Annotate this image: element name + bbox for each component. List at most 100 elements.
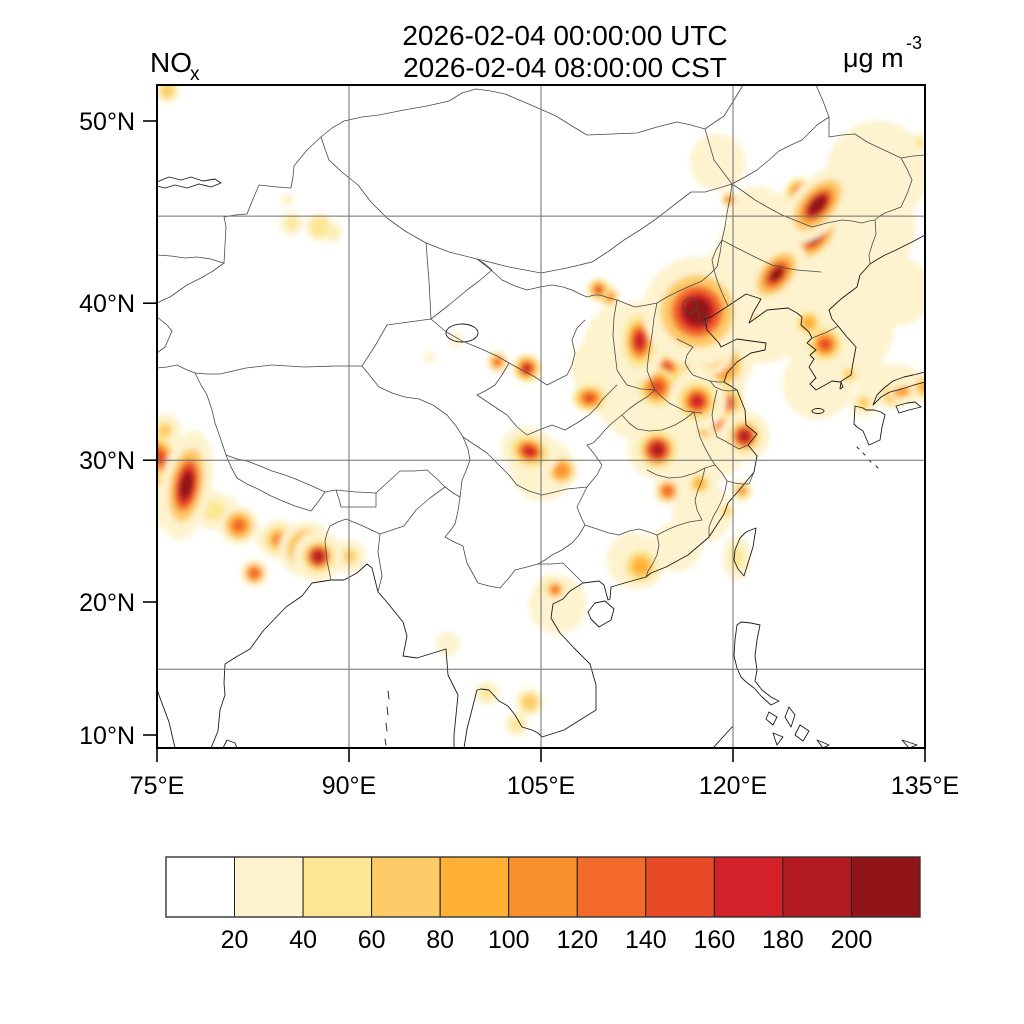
ryukyu-islands [856,446,879,469]
jeju-island [811,408,825,414]
border-tianjin [697,312,708,326]
coast-india-west [157,688,176,748]
colorbar-tick-label-20: 20 [221,926,249,954]
heat-blob-taiyuan [633,331,646,351]
heat-blob-chengdu [522,445,537,458]
heat-blob-osaka-edge [918,382,925,393]
colorbar-outline [165,856,921,918]
border-mongolia-north [320,88,733,185]
y-tick-label-20n: 20°N [79,589,135,617]
heat-blob-kolkata [312,550,325,563]
coast-shikoku [895,401,922,414]
species-label: NO [150,47,192,78]
heat-blob-changsha [662,486,673,496]
concentration-heat-layer [157,85,925,737]
border-pamir [157,316,173,354]
heat-blob-haze-lingnan [651,521,702,572]
border-hunan-guangdong [656,519,703,536]
coast-sri-lanka [222,739,238,748]
border-shandong-jiangsu [709,380,738,392]
coast-philippine-islands [765,706,918,748]
heat-blob-shanghai [738,430,751,443]
border-xinjiang-tibet [194,364,363,375]
border-guizhou-hunan [584,524,620,536]
y-tick-label-10n: 10°N [79,722,135,750]
border-korea-dmz [811,325,839,339]
title-cst: 2026-02-04 08:00:00 CST [403,52,727,83]
colorbar-tick-label-140: 140 [625,926,667,954]
border-jilin-liaoning [721,239,822,273]
border-sichuan-south [516,484,588,496]
colorbar-segment-10 [851,856,921,918]
border-xinjiang-east [361,242,432,367]
border-tibet-sichuan [459,436,471,498]
heat-blob-baotou [594,285,603,294]
border-guangxi-north [618,528,658,536]
border-liaoning-west [711,239,729,307]
heat-blob-xuzhou [690,394,705,409]
gridline-layer [157,85,925,748]
colorbar-segment-5 [508,856,578,918]
map-content [157,85,925,748]
colorbar-segment-3 [371,856,441,918]
colorbar-tick-label-120: 120 [556,926,598,954]
title-utc: 2026-02-04 00:00:00 UTC [402,20,727,51]
heat-blob-tieling [769,266,784,283]
heat-blob-haze-urumqi-band [285,217,298,230]
coast-palawan [712,725,734,748]
y-tick-label-30n: 30°N [79,447,135,475]
coast-bengal-india [210,563,459,748]
heat-blob-kanpur [231,518,246,533]
border-amur [815,85,925,159]
map-frame [156,84,926,749]
heat-blob-urumqi [312,219,327,234]
latitude-axis: 50°N 40°N 30°N 20°N 10°N [79,108,157,750]
heat-blob-haze-tonle-sap [510,718,523,731]
heat-blob-harbin [808,196,827,215]
map-panel: 50°N 40°N 30°N 20°N 10°N 75°E 90°E 105°E 120°E 1… [79,84,959,800]
heat-blob-delhi [180,472,193,499]
border-gansu-north [430,258,493,320]
border-guangxi-guangdong [645,534,660,578]
border-india-myanmar [379,486,446,535]
colorbar-segment-4 [439,856,510,918]
border-ussuri [868,157,913,265]
border-kashmir [157,364,196,374]
border-anhui-hubei [693,411,716,466]
figure-header: NO x 2026-02-04 00:00:00 UTC 2026-02-04 … [150,20,922,85]
heat-blob-wenzhou [738,487,746,495]
border-bhutan [335,489,377,508]
heat-blob-guangzhou [632,558,649,575]
coast-hainan [587,600,615,628]
heat-blob-haze-top-right [914,137,925,148]
heat-blob-haze-bangkok [481,687,494,700]
colorbar-segment-7 [645,856,715,918]
border-zhejiang-fujian [726,471,755,485]
colorbar-tick-label-200: 200 [831,926,873,954]
border-great-wall [476,239,723,308]
units-label: μg m [843,43,904,73]
heat-blob-haze-qaidam-west [425,353,434,362]
colorbar-segment-6 [576,856,647,918]
border-heilongjiang-jilin [731,183,876,228]
coast-taiwan [733,527,757,577]
coast-honshu [872,371,925,406]
heat-blob-west-edge-32n [158,424,171,437]
border-sichuan-west [462,436,518,486]
tsushima-island [839,381,844,390]
border-qinghai-gansu [430,318,510,396]
border-yunnan-east [537,486,588,565]
heat-blob-xining [493,358,502,366]
heat-blob-haze-myanmar [435,632,460,656]
colorbar: 20 40 60 80 100 120 140 160 180 200 [165,856,921,954]
border-shaanxi-hubei [586,414,623,446]
border-kazakhstan-china [157,136,322,264]
y-tick-label-50n: 50°N [79,108,135,136]
x-tick-label-75e: 75°E [130,772,184,800]
heat-blob-beijing-tianjin [684,298,711,325]
border-heilongjiang-neimeng [731,116,830,185]
coast-kyushu [853,405,886,446]
heat-blob-lanzhou [521,363,532,374]
border-kyrgyzstan-china [157,262,225,304]
